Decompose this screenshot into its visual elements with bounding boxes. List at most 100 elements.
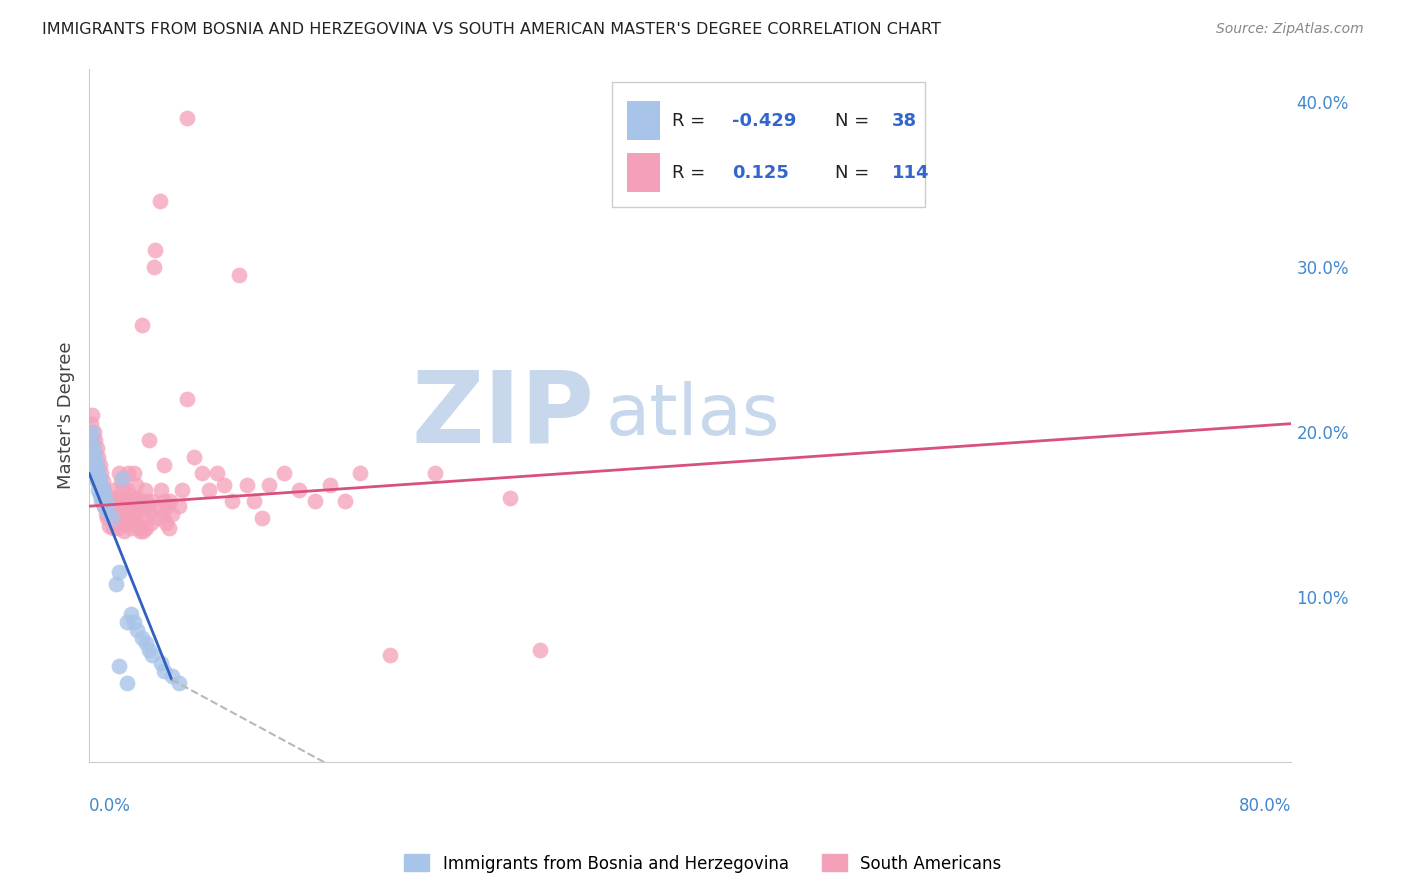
Point [135,636,157,650]
FancyBboxPatch shape [612,82,925,207]
Text: 0.0%: 0.0% [89,797,131,815]
Point [91,494,114,508]
Point [529,643,551,657]
Point [79,433,101,447]
Point [150,483,173,497]
Point [160,508,183,522]
Point [152,508,174,522]
Point [131,318,153,332]
Text: N =: N = [835,163,875,182]
Point [111,483,134,497]
Point [159,494,181,508]
Point [114,491,136,505]
Text: R =: R = [672,112,711,129]
Point [153,665,176,679]
Point [90,494,112,508]
Point [141,494,163,508]
Point [110,475,132,489]
Point [139,516,162,530]
Point [176,111,198,125]
Point [84,458,107,472]
Point [105,516,128,530]
Point [115,516,138,530]
Point [111,510,134,524]
Text: 114: 114 [893,163,929,182]
Point [136,500,159,514]
Y-axis label: Master's Degree: Master's Degree [58,342,75,489]
Point [122,466,145,480]
Point [90,488,112,502]
Point [104,491,127,505]
Point [129,524,152,538]
Point [84,433,107,447]
Point [100,510,122,524]
Point [105,494,128,508]
Point [96,504,118,518]
Point [112,500,135,514]
Point [134,510,156,524]
Point [167,500,190,514]
Point [250,510,273,524]
Point [149,194,172,208]
Point [91,475,114,489]
Point [141,648,163,662]
Point [97,500,120,514]
Text: 80.0%: 80.0% [1239,797,1292,815]
Point [127,623,149,637]
Point [198,483,221,497]
Point [89,458,111,472]
Point [120,521,142,535]
Point [191,466,214,480]
Text: -0.429: -0.429 [733,112,797,129]
Point [124,477,146,491]
Point [221,494,243,508]
Text: ZIP: ZIP [411,367,595,464]
Point [155,516,177,530]
Point [94,491,117,505]
Point [183,450,205,464]
Point [138,433,160,447]
Text: N =: N = [835,112,875,129]
Text: atlas: atlas [606,381,780,450]
Text: IMMIGRANTS FROM BOSNIA AND HERZEGOVINA VS SOUTH AMERICAN MASTER'S DEGREE CORRELA: IMMIGRANTS FROM BOSNIA AND HERZEGOVINA V… [42,22,941,37]
Point [127,516,149,530]
Point [108,566,131,580]
Point [115,615,138,629]
Point [114,516,136,530]
Point [107,500,129,514]
Point [115,676,138,690]
Text: 0.125: 0.125 [733,163,789,182]
Point [304,494,326,508]
Point [98,508,121,522]
Point [167,676,190,690]
Point [120,607,142,621]
Point [83,425,105,439]
Point [105,577,128,591]
Point [134,483,156,497]
Point [100,483,122,497]
Point [80,433,103,447]
Point [108,466,131,480]
Point [89,477,111,491]
Point [84,450,107,464]
Text: 38: 38 [893,112,917,129]
Point [97,519,120,533]
Point [273,466,295,480]
Point [142,260,165,274]
Point [90,466,112,480]
Point [93,500,115,514]
Point [87,450,110,464]
Text: R =: R = [672,163,711,182]
Point [131,632,153,646]
Point [117,466,139,480]
Point [91,483,114,497]
Point [94,494,117,508]
Point [83,461,105,475]
Point [80,450,103,464]
Point [122,615,145,629]
Point [100,510,122,524]
Point [80,409,103,423]
Point [349,466,371,480]
Bar [627,153,661,192]
Point [94,508,117,522]
